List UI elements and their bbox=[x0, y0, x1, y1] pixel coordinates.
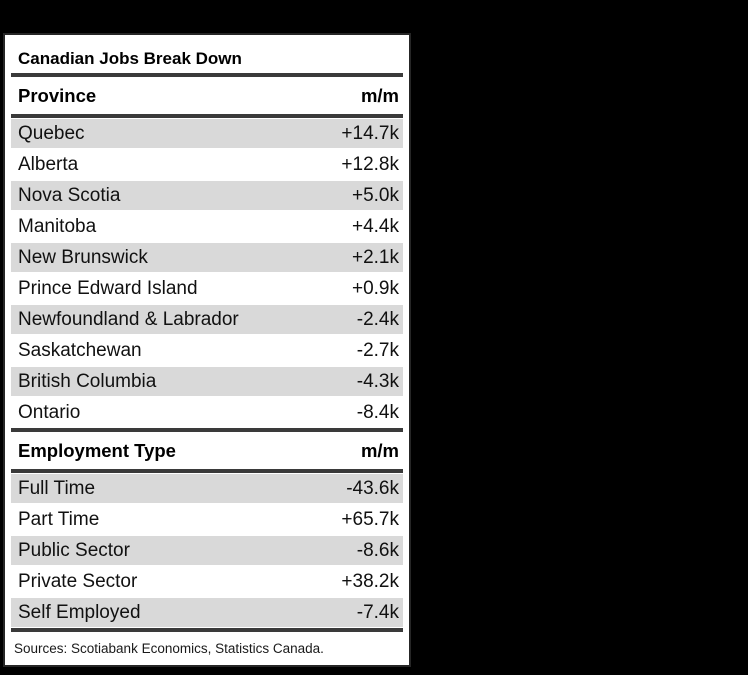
province-section-header: Province m/m bbox=[11, 77, 403, 114]
table-row: Part Time +65.7k bbox=[11, 504, 403, 535]
table-row: Self Employed -7.4k bbox=[11, 597, 403, 628]
source-note: Sources: Scotiabank Economics, Statistic… bbox=[14, 641, 324, 656]
table-row: Prince Edward Island +0.9k bbox=[11, 273, 403, 304]
row-value: +5.0k bbox=[351, 184, 399, 206]
title-rule bbox=[11, 73, 403, 77]
province-column-header: Province bbox=[18, 84, 97, 106]
row-value: -43.6k bbox=[346, 477, 399, 499]
row-label: Nova Scotia bbox=[18, 184, 121, 206]
table-row: Manitoba +4.4k bbox=[11, 211, 403, 242]
table-title: Canadian Jobs Break Down bbox=[18, 49, 242, 68]
row-label: Newfoundland & Labrador bbox=[18, 308, 239, 330]
row-value: -2.7k bbox=[356, 339, 399, 361]
employment-section-header: Employment Type m/m bbox=[11, 432, 403, 469]
row-value: +14.7k bbox=[341, 122, 399, 144]
employment-mm-column-header: m/m bbox=[360, 439, 399, 461]
table-row: Nova Scotia +5.0k bbox=[11, 180, 403, 211]
footer-rule bbox=[11, 628, 403, 632]
table-row: Newfoundland & Labrador -2.4k bbox=[11, 304, 403, 335]
row-value: +12.8k bbox=[341, 153, 399, 175]
row-label: Private Sector bbox=[18, 570, 138, 592]
row-label: Part Time bbox=[18, 508, 100, 530]
province-mm-column-header: m/m bbox=[360, 84, 399, 106]
row-value: -7.4k bbox=[356, 601, 399, 623]
row-label: Manitoba bbox=[18, 215, 97, 237]
table-row: Full Time -43.6k bbox=[11, 473, 403, 504]
row-label: Saskatchewan bbox=[18, 339, 142, 361]
row-label: Quebec bbox=[18, 122, 85, 144]
table-row: Private Sector +38.2k bbox=[11, 566, 403, 597]
row-value: -8.6k bbox=[356, 539, 399, 561]
employment-top-rule bbox=[11, 428, 403, 432]
row-label: Full Time bbox=[18, 477, 96, 499]
row-label: Ontario bbox=[18, 401, 81, 423]
table-row: New Brunswick +2.1k bbox=[11, 242, 403, 273]
employment-header-rule bbox=[11, 469, 403, 473]
row-value: -8.4k bbox=[356, 401, 399, 423]
row-value: +2.1k bbox=[351, 246, 399, 268]
table-row: Saskatchewan -2.7k bbox=[11, 335, 403, 366]
row-value: -2.4k bbox=[356, 308, 399, 330]
row-value: -4.3k bbox=[356, 370, 399, 392]
row-label: New Brunswick bbox=[18, 246, 148, 268]
row-value: +65.7k bbox=[341, 508, 399, 530]
row-label: Public Sector bbox=[18, 539, 130, 561]
table-row: Quebec +14.7k bbox=[11, 118, 403, 149]
table-row: Ontario -8.4k bbox=[11, 397, 403, 428]
table-row: Public Sector -8.6k bbox=[11, 535, 403, 566]
employment-column-header: Employment Type bbox=[18, 439, 176, 461]
row-label: Prince Edward Island bbox=[18, 277, 198, 299]
province-header-rule bbox=[11, 114, 403, 118]
employment-rows: Full Time -43.6k Part Time +65.7k Public… bbox=[11, 473, 403, 628]
province-rows: Quebec +14.7k Alberta +12.8k Nova Scotia… bbox=[11, 118, 403, 428]
row-value: +4.4k bbox=[351, 215, 399, 237]
row-value: +0.9k bbox=[351, 277, 399, 299]
table-row: British Columbia -4.3k bbox=[11, 366, 403, 397]
row-label: Alberta bbox=[18, 153, 79, 175]
row-value: +38.2k bbox=[341, 570, 399, 592]
row-label: Self Employed bbox=[18, 601, 141, 623]
row-label: British Columbia bbox=[18, 370, 157, 392]
table-row: Alberta +12.8k bbox=[11, 149, 403, 180]
jobs-table-panel: Canadian Jobs Break Down Province m/m Qu… bbox=[3, 33, 411, 667]
